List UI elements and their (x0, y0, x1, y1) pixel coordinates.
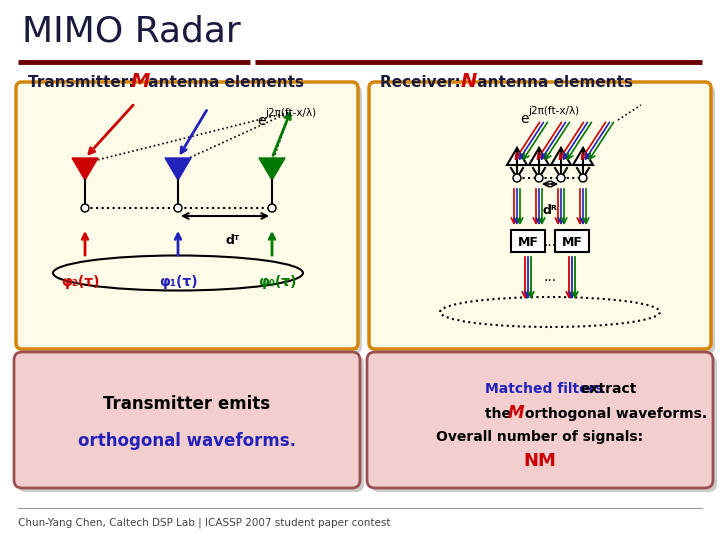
Circle shape (580, 176, 585, 180)
Text: M: M (508, 404, 524, 422)
Polygon shape (573, 148, 593, 165)
Circle shape (174, 204, 182, 212)
FancyBboxPatch shape (367, 352, 713, 488)
Text: j2π(ft-x/λ): j2π(ft-x/λ) (265, 108, 316, 118)
Polygon shape (507, 148, 527, 165)
Polygon shape (551, 148, 571, 165)
Text: the: the (485, 407, 516, 421)
FancyBboxPatch shape (369, 82, 711, 349)
Text: Matched filters: Matched filters (485, 382, 604, 396)
Circle shape (268, 204, 276, 212)
Circle shape (559, 176, 564, 180)
Text: j2π(ft-x/λ): j2π(ft-x/λ) (528, 106, 579, 116)
Text: Overall number of signals:: Overall number of signals: (436, 430, 644, 444)
FancyBboxPatch shape (373, 86, 715, 353)
Text: φ₁(τ): φ₁(τ) (158, 275, 197, 289)
FancyBboxPatch shape (371, 356, 717, 492)
Circle shape (81, 204, 89, 212)
Text: e: e (257, 114, 266, 128)
Text: M: M (131, 72, 150, 91)
Polygon shape (165, 158, 191, 180)
Text: antenna elements: antenna elements (143, 75, 304, 90)
Text: N: N (461, 72, 477, 91)
Text: orthogonal waveforms.: orthogonal waveforms. (78, 432, 296, 450)
FancyBboxPatch shape (16, 82, 358, 349)
Circle shape (269, 206, 274, 211)
Circle shape (515, 176, 520, 180)
Polygon shape (259, 158, 285, 180)
Circle shape (535, 174, 543, 182)
FancyBboxPatch shape (18, 356, 364, 492)
Text: Chun-Yang Chen, Caltech DSP Lab | ICASSP 2007 student paper contest: Chun-Yang Chen, Caltech DSP Lab | ICASSP… (18, 518, 390, 529)
Bar (555, 230, 589, 252)
FancyBboxPatch shape (14, 352, 360, 488)
Circle shape (83, 206, 88, 211)
Text: NM: NM (523, 452, 557, 470)
FancyBboxPatch shape (20, 86, 362, 353)
Text: MF: MF (562, 235, 582, 248)
Text: ...: ... (544, 270, 557, 284)
Polygon shape (529, 148, 549, 165)
Text: ...: ... (544, 235, 557, 249)
Circle shape (557, 174, 565, 182)
Circle shape (513, 174, 521, 182)
Text: MF: MF (518, 235, 539, 248)
Text: Receiver:: Receiver: (380, 75, 466, 90)
Circle shape (579, 174, 587, 182)
Text: extract: extract (580, 382, 636, 396)
Text: dᵀ: dᵀ (226, 234, 240, 247)
Text: e: e (520, 112, 528, 126)
Text: φ₀(τ): φ₀(τ) (258, 275, 296, 289)
Circle shape (176, 206, 181, 211)
Text: Transmitter:: Transmitter: (28, 75, 140, 90)
Text: φ₂(τ): φ₂(τ) (60, 275, 99, 289)
Text: orthogonal waveforms.: orthogonal waveforms. (520, 407, 707, 421)
Text: Transmitter emits: Transmitter emits (104, 395, 271, 413)
Polygon shape (72, 158, 98, 180)
Circle shape (536, 176, 541, 180)
Bar (511, 230, 545, 252)
Text: MIMO Radar: MIMO Radar (22, 15, 240, 49)
Text: antenna elements: antenna elements (472, 75, 633, 90)
Text: dᴿ: dᴿ (542, 204, 557, 217)
